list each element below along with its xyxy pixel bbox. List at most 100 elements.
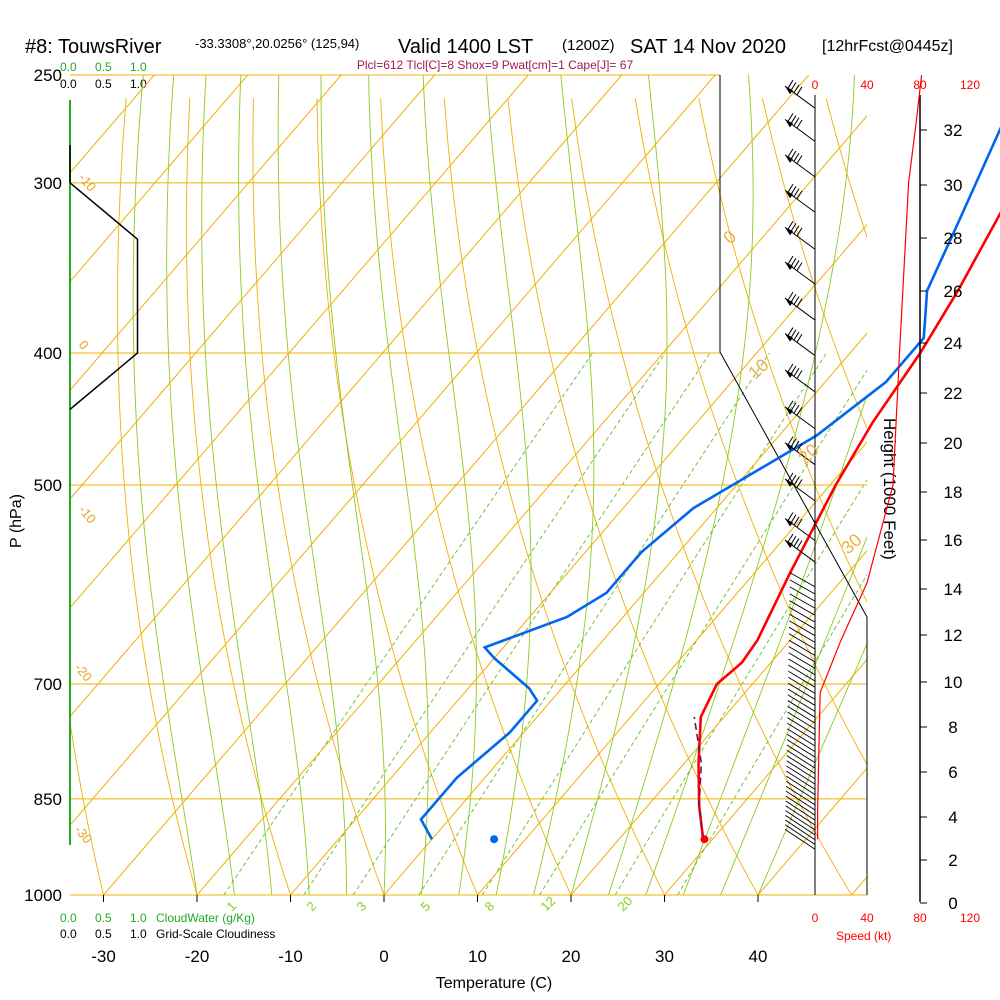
wind-barb-feather [796,227,803,237]
wind-barb-feather [793,404,800,414]
dry-adiabat-line [761,98,867,430]
temperature-tick-label: 0 [379,947,388,966]
wind-barb-feather [787,220,794,230]
wind-barb-feather [796,298,803,307]
wind-barb-feather [787,400,794,409]
wind-barb-staff [785,810,816,831]
temperature-trace [697,211,1000,840]
wind-barb-staff [785,795,816,816]
cloudiness-bottom-tick-0: 0.0 [60,927,77,941]
temperature-tick-label: 20 [562,947,581,966]
wind-barb-staff [789,620,816,637]
dry-adiabat-line [825,98,867,239]
height-tick-label: 4 [948,808,957,827]
wind-barb-staff [785,805,816,826]
dry-adiabat-line [507,98,759,895]
moist-adiabat-line [132,75,198,895]
dry-adiabat-line [634,98,867,766]
wind-barb-feather [796,407,803,416]
cloudiness-label: Grid-Scale Cloudiness [156,927,275,941]
wind-barb-staff [785,780,816,801]
wind-barb-feather [796,442,803,452]
wind-barb-feather [796,540,803,549]
wind-barb-staff [785,814,816,836]
wind-barb-feather [790,294,797,303]
isotherm-line [570,550,867,895]
dry-adiabats [70,98,867,895]
dry-adiabat-line [380,98,572,895]
wind-barb-staff [787,706,816,724]
temperature-tick-label: 40 [749,947,768,966]
parcel-trace [693,716,704,840]
wind-barb-feather [790,535,797,545]
dry-adiabat-line [117,98,198,895]
moist-adiabat-line [238,75,310,895]
height-tick-label: 24 [944,334,963,353]
wind-barb-feather [787,291,794,301]
isotherm-label: 0 [719,226,740,248]
wind-barb-flag [785,442,793,451]
wind-barb-flag [785,333,793,342]
wind-barb-staff [788,664,816,682]
dry-adiabat-line [443,98,665,895]
temperature-tick-labels: -30 -20 -10 0 10 20 30 40 [91,895,767,966]
wind-barb-feather [793,152,800,162]
temperature-tick-label: -20 [185,947,210,966]
mixing-ratio-line [677,574,867,895]
wind-barb-feather [787,472,794,482]
mixing-ratio-label: 12 [538,893,559,914]
moist-adiabat-line [368,75,429,895]
wind-barb-feather [787,436,794,445]
temperature-axis-label: Temperature (C) [436,975,552,992]
wind-barb-feather [787,533,794,543]
wind-barb-flag [785,406,793,415]
pressure-tick-label: 1000 [24,886,62,905]
wind-barb-feather [787,363,794,373]
surface-temperature-dot [700,835,709,844]
utc-time: (1200Z) [562,37,615,54]
sounding-traces [419,126,1000,844]
pressure-tick-label: 250 [34,66,62,85]
cloudiness-bottom-tick-1: 0.5 [95,927,112,941]
wind-barb-flag [785,119,793,128]
cloud-fraction-line [69,182,139,410]
wind-barb-staff [787,682,816,700]
height-tick-label: 16 [944,531,963,550]
height-axis-label: Height (1000 Feet) [880,418,899,560]
wind-barb-feather [787,327,794,336]
valid-time: Valid 1400 LST [398,36,533,58]
wind-barb-staff [787,694,816,712]
wind-barb-staff [784,824,816,845]
wind-barb-staff [788,639,816,656]
cloudiness-bottom-tick-2: 1.0 [130,927,147,941]
wind-barb-flag [785,298,793,307]
height-tick-label: 10 [944,673,963,692]
wind-barb-staff [789,579,816,595]
cloudiness-tick-2: 1.0 [130,77,147,91]
wind-barb-staff [789,572,816,588]
wind-barb-feather [787,183,794,193]
speed-bottom-tick-80: 80 [913,911,927,925]
speed-axis-label: Speed (kt) [836,929,891,943]
mixing-ratio-label: 20 [615,893,636,914]
height-tick-label: 18 [944,483,963,502]
wind-barb-feather [793,84,800,93]
wind-barb-staff [789,593,816,609]
height-tick-label: 32 [944,121,963,140]
wind-barb-staff [788,646,816,663]
wind-barb-staff [788,652,816,669]
height-tick-label: 26 [944,282,963,301]
pressure-tick-labels: 250 300 400 500 700 850 1000 [24,66,62,905]
mixing-ratio-label: 5 [418,898,434,914]
mixing-ratio-line [223,352,593,895]
isotherm-line [664,658,867,895]
wind-barb-staff [786,770,816,790]
wind-barb-staff [786,739,816,758]
height-tick-label: 12 [944,626,963,645]
wind-barb-staff [784,829,816,850]
moist-adiabat-line [201,75,273,895]
pressure-tick-label: 500 [34,476,62,495]
wind-barb-feather [796,262,803,271]
wind-barb-feather [787,255,794,265]
wind-barb-feather [796,119,803,129]
